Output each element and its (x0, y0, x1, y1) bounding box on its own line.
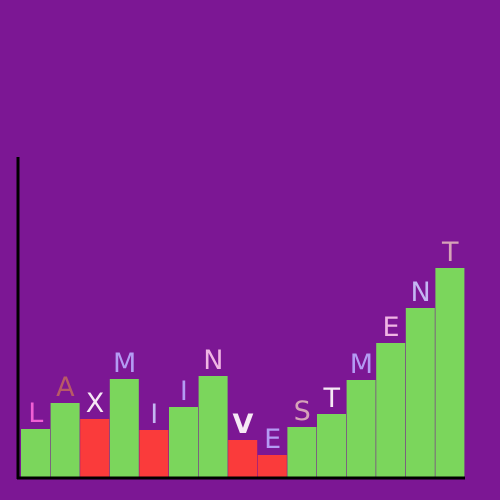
bar-0 (21, 429, 50, 477)
bar-10 (317, 414, 346, 477)
bar-3 (109, 379, 139, 477)
bar-12 (376, 343, 406, 477)
bar-label-2: X (86, 388, 105, 419)
bar-9 (287, 427, 317, 477)
bar-label-9: S (294, 396, 311, 427)
bar-label-14: T (441, 237, 459, 268)
bars-group (21, 268, 465, 477)
bar-14 (435, 268, 465, 477)
bar-1 (50, 403, 80, 477)
bar-8 (257, 455, 287, 477)
bar-4 (139, 430, 169, 477)
bar-6 (198, 376, 228, 477)
bar-label-7: V (233, 409, 254, 440)
bar-label-11: M (350, 349, 373, 380)
bar-label-6: N (203, 345, 223, 376)
bar-label-8: E (264, 424, 281, 455)
bar-label-0: L (28, 398, 43, 429)
bar-label-4: I (150, 399, 158, 430)
bar-7 (228, 440, 258, 477)
bar-label-3: M (113, 348, 136, 379)
bar-label-12: E (382, 312, 399, 343)
bar-label-1: A (56, 372, 75, 403)
bar-2 (80, 419, 110, 477)
bar-5 (169, 407, 198, 477)
bar-13 (405, 308, 435, 477)
bar-11 (346, 380, 376, 477)
bar-label-13: N (410, 277, 430, 308)
bar-label-10: T (323, 383, 341, 414)
bar-label-5: I (180, 376, 188, 407)
